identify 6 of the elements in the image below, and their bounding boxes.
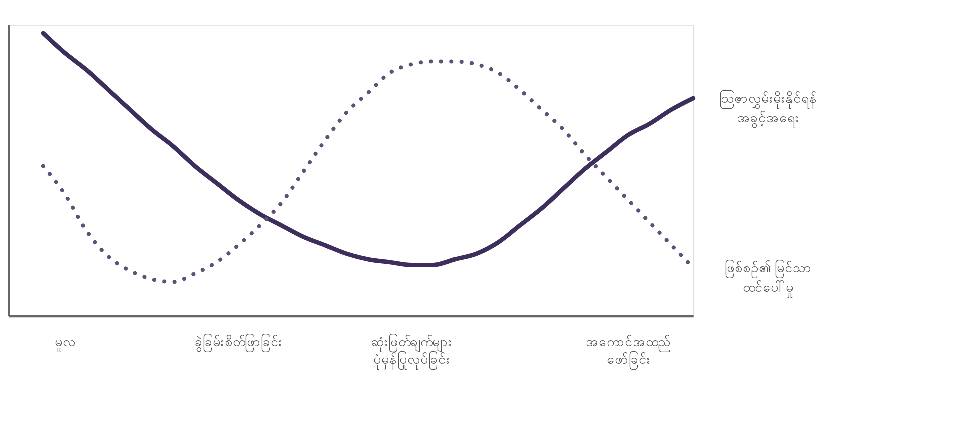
text: ဩဇာလွှမ်းမိုးနိုင်ရန် အခွင့်အရေး	[719, 90, 818, 128]
x-tick-label: ခွဲခြမ်းစိတ်ဖြာခြင်း	[194, 334, 283, 353]
text: ဖြစ်စဉ်၏ မြင်သာ ထင်ပေါ်မှု	[724, 259, 812, 298]
x-tick-label: မူလ	[55, 336, 76, 353]
x-tick-label: အကောင်အထည် ဖော်ခြင်း	[586, 334, 672, 370]
x-tick-label: ဆုံးဖြတ်ချက်များ ပုံမှန်ပြုလုပ်ခြင်း	[372, 334, 453, 370]
